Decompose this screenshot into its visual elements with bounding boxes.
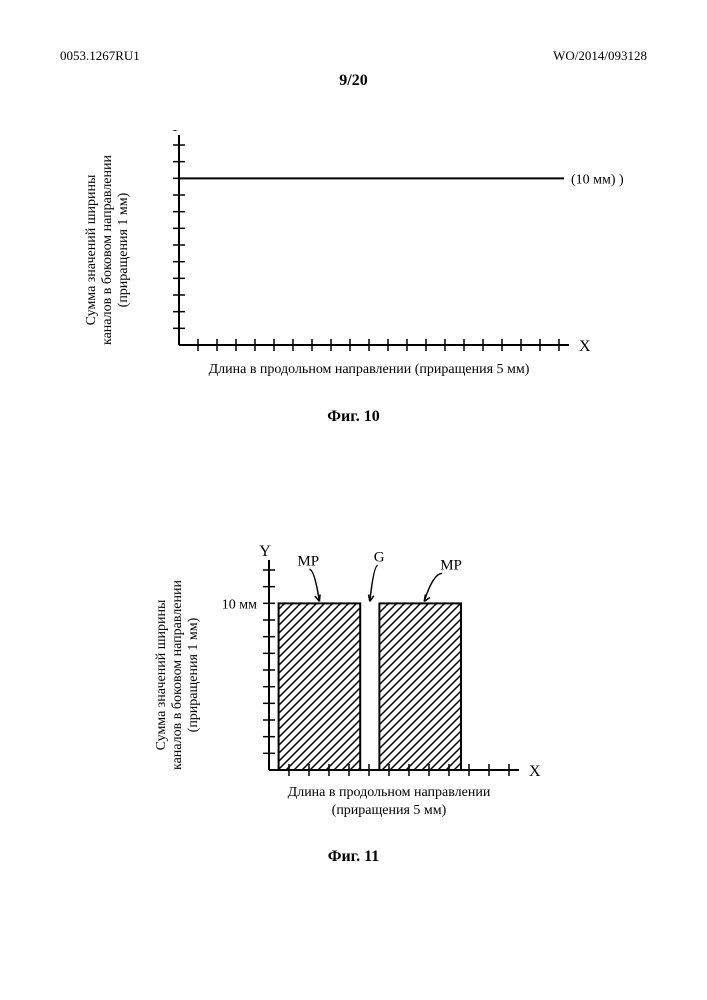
fig11-caption: Фиг. 11 xyxy=(0,848,707,866)
svg-text:(10 мм) ): (10 мм) ) xyxy=(571,172,624,187)
fig10-caption: Фиг. 10 xyxy=(0,408,707,426)
fig11-ylabel-l3: (приращения 1 мм) xyxy=(186,570,202,780)
svg-text:Y: Y xyxy=(259,543,271,560)
svg-text:10 мм: 10 мм xyxy=(221,597,256,612)
fig10-ylabel-l3: (приращения 1 мм) xyxy=(116,145,132,355)
svg-text:X: X xyxy=(529,763,541,780)
header-left-code: 0053.1267RU1 xyxy=(60,48,140,64)
svg-text:G: G xyxy=(373,549,384,565)
svg-text:MP: MP xyxy=(297,553,319,569)
header-right-code: WO/2014/093128 xyxy=(553,48,647,64)
svg-text:MP: MP xyxy=(440,557,462,573)
fig11-ylabel: Сумма значений ширины каналов в боковом … xyxy=(154,570,202,780)
page-header: 0053.1267RU1 WO/2014/093128 xyxy=(60,48,647,64)
fig11-ylabel-l2: каналов в боковом направлении xyxy=(170,570,186,780)
svg-text:Длина в продольном направлении: Длина в продольном направлении xyxy=(287,785,490,800)
svg-text:(приращения 5 мм): (приращения 5 мм) xyxy=(331,803,446,818)
svg-text:Длина в продольном направлении: Длина в продольном направлении (приращен… xyxy=(208,362,529,377)
fig10-ylabel-l1: Сумма значений ширины xyxy=(84,145,100,355)
figure-11: Сумма значений ширины каналов в боковом … xyxy=(0,520,707,866)
page-number: 9/20 xyxy=(0,72,707,90)
fig11-ylabel-l1: Сумма значений ширины xyxy=(154,570,170,780)
fig10-svg: Y X (10 мм) ) Длина в продольном направлени… xyxy=(74,130,634,400)
fig11-svg: 10 мм Y X MP G MP Длина в продольном направлен… xyxy=(144,520,564,840)
figure-10: Сумма значений ширины каналов в боковом … xyxy=(0,130,707,426)
svg-text:Y: Y xyxy=(169,130,181,135)
svg-text:X: X xyxy=(579,338,591,355)
fig10-ylabel: Сумма значений ширины каналов в боковом … xyxy=(84,145,132,355)
fig10-ylabel-l2: каналов в боковом направлении xyxy=(100,145,116,355)
